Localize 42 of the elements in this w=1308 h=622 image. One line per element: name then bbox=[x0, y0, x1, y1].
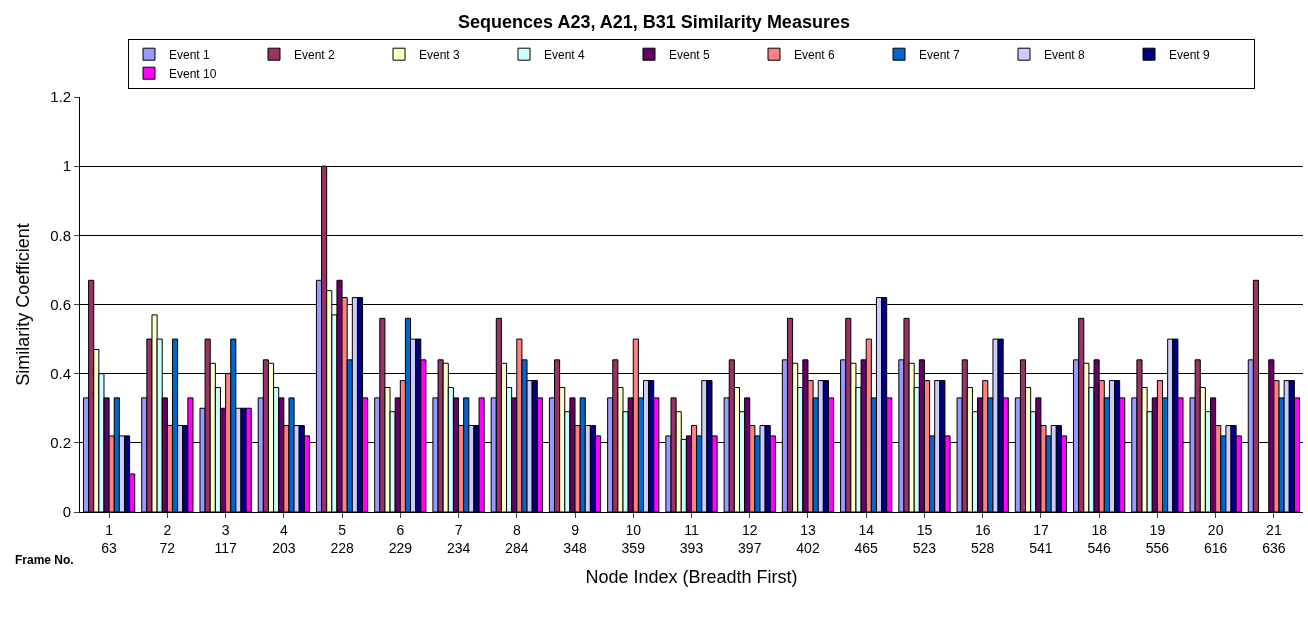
legend-label: Event 6 bbox=[794, 47, 836, 62]
x-tick-label: 16 528 bbox=[971, 521, 995, 556]
legend-label: Event 9 bbox=[1169, 47, 1211, 62]
y-tick-label: 0.6 bbox=[50, 295, 71, 313]
legend-label: Event 3 bbox=[419, 47, 461, 62]
x-tick-label: 19 556 bbox=[1145, 521, 1170, 556]
x-tick-label: 15 523 bbox=[912, 521, 937, 556]
legend-label: Event 5 bbox=[669, 47, 711, 62]
x-tick-label: 17 541 bbox=[1029, 521, 1053, 556]
x-tick-label: 20 616 bbox=[1203, 521, 1228, 556]
legend-label: Event 10 bbox=[169, 66, 217, 81]
x-tick-label: 1 63 bbox=[101, 521, 118, 556]
y-tick-label: 1 bbox=[62, 157, 71, 175]
legend-label: Event 8 bbox=[1044, 47, 1086, 62]
x-tick-label: 2 72 bbox=[159, 521, 176, 556]
x-tick-label: 10 359 bbox=[621, 521, 646, 556]
y-tick-label: 0.8 bbox=[50, 226, 71, 244]
legend-label: Event 1 bbox=[169, 47, 211, 62]
text: Frame No. bbox=[15, 553, 74, 567]
x-tick-label: 11 393 bbox=[679, 521, 704, 556]
x-tick-label: 7 234 bbox=[446, 521, 471, 556]
y-tick-label: 0 bbox=[62, 503, 71, 521]
y-tick-label: 1.2 bbox=[50, 88, 71, 106]
x-tick-label: 6 229 bbox=[388, 521, 413, 556]
x-tick-label: 9 348 bbox=[563, 521, 587, 556]
legend-label: Event 2 bbox=[294, 47, 336, 62]
x-tick-label: 8 284 bbox=[505, 521, 529, 556]
y-tick-label: 0.4 bbox=[50, 364, 71, 382]
x-tick-label: 3 117 bbox=[214, 521, 237, 556]
x-axis-title: Node Index (Breadth First) bbox=[585, 567, 798, 588]
x-tick-label: 5 228 bbox=[330, 521, 354, 556]
y-axis-title: Similarity Coefficient bbox=[13, 223, 34, 386]
x-tick-label: 21 636 bbox=[1262, 521, 1286, 556]
x-tick-label: 12 397 bbox=[738, 521, 762, 556]
x-tick-label: 13 402 bbox=[796, 521, 820, 556]
legend-label: Event 7 bbox=[919, 47, 961, 62]
x-tick-label: 14 465 bbox=[854, 521, 879, 556]
x-tick-label: 4 203 bbox=[272, 521, 296, 556]
y-tick-label: 0.2 bbox=[50, 434, 71, 452]
legend-label: Event 4 bbox=[544, 47, 586, 62]
chart-title: Sequences A23, A21, B31 Similarity Measures bbox=[458, 12, 850, 33]
x-tick-label: 18 546 bbox=[1087, 521, 1112, 556]
